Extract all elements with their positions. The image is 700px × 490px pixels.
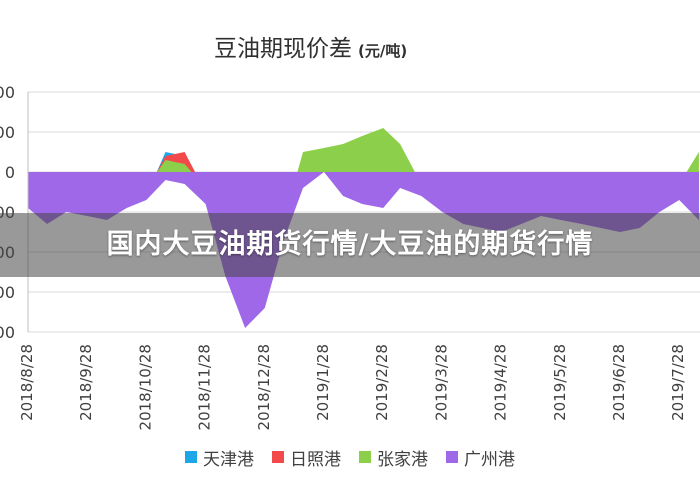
series-areas <box>28 128 699 328</box>
series-area-2 <box>28 128 699 292</box>
y-tick-label-6: -400 <box>0 323 15 342</box>
y-tick-label-2: 0 <box>5 163 15 182</box>
x-tick-label-5: 2019/1/28 <box>314 344 332 421</box>
legend-label-3: 广州港 <box>464 449 515 470</box>
x-tick-labels: 2018/8/28 2018/9/28 2018/10/28 2018/11/28 20… <box>18 344 687 430</box>
legend-item-2: 张家港 <box>359 445 428 470</box>
x-tick-label-7: 2019/3/28 <box>432 344 450 421</box>
legend-item-1: 日照港 <box>272 445 341 470</box>
legend-swatch-0 <box>185 451 197 463</box>
x-tick-label-10: 2019/6/28 <box>610 344 628 421</box>
x-tick-label-9: 2019/5/28 <box>551 344 569 421</box>
x-tick-label-1: 2018/9/28 <box>77 344 95 421</box>
y-tick-label-0: 200 <box>0 83 15 102</box>
legend-swatch-1 <box>272 451 284 463</box>
x-tick-label-6: 2019/2/28 <box>373 344 391 421</box>
legend-swatch-2 <box>359 451 371 463</box>
chart-title-unit: (元/吨) <box>358 42 407 60</box>
legend: 天津港 日照港 张家港 广州港 <box>0 444 700 470</box>
series-area-3 <box>28 172 699 328</box>
x-tick-label-8: 2019/4/28 <box>492 344 510 421</box>
overlay-banner: 国内大豆油期货行情/大豆油的期货行情 <box>0 213 700 277</box>
x-tick-label-3: 2018/11/28 <box>196 344 214 430</box>
legend-item-0: 天津港 <box>185 445 254 470</box>
legend-label-0: 天津港 <box>203 449 254 470</box>
legend-item-3: 广州港 <box>446 445 515 470</box>
chart-title: 豆油期现价差 <box>214 36 352 62</box>
y-tick-label-5: -300 <box>0 283 15 302</box>
x-tick-label-2: 2018/10/28 <box>136 344 154 430</box>
x-tick-label-4: 2018/12/28 <box>255 344 273 430</box>
y-tick-label-1: 100 <box>0 123 15 142</box>
legend-swatch-3 <box>446 451 458 463</box>
chart-title-group: 豆油期现价差 (元/吨) <box>214 36 407 62</box>
x-tick-label-0: 2018/8/28 <box>18 344 36 421</box>
x-tick-label-11: 2019/7/28 <box>669 344 687 421</box>
legend-label-1: 日照港 <box>290 449 341 470</box>
legend-label-2: 张家港 <box>377 449 428 470</box>
banner-title: 国内大豆油期货行情/大豆油的期货行情 <box>106 229 594 260</box>
